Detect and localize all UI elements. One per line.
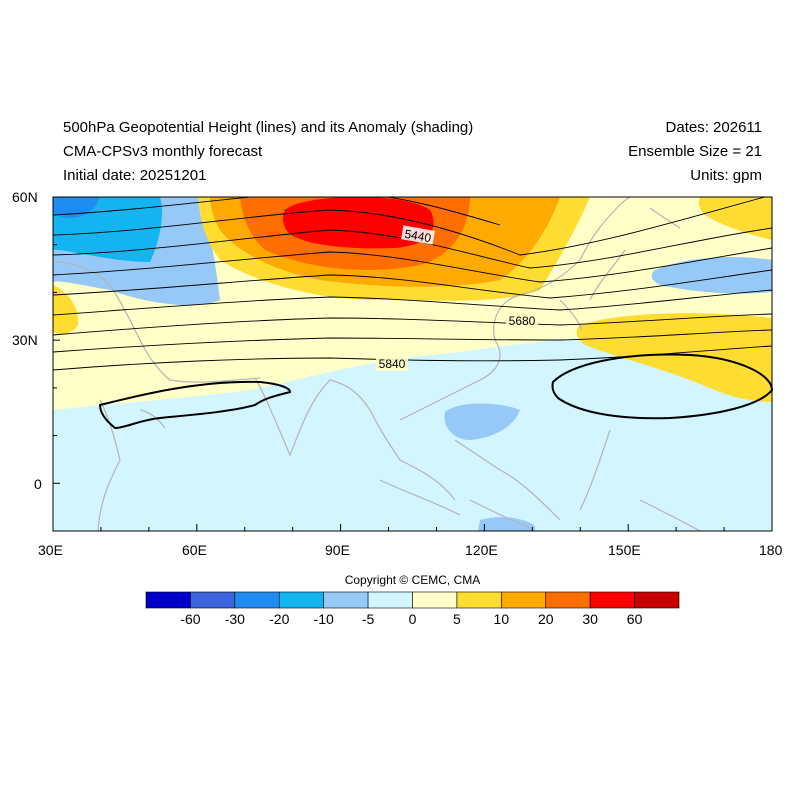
colorbar-swatch [501,591,547,609]
colorbar-label: -30 [224,611,245,627]
shading-layer [53,197,772,531]
colorbar-label: 5 [453,611,461,627]
colorbar-swatch [323,591,369,609]
lat-tick-30n: 30N [12,332,38,348]
colorbar-label: 10 [493,611,510,627]
lon-tick-60e: 60E [182,542,207,558]
units-label: Units: gpm [690,167,762,184]
map-frame [52,196,773,532]
tick-marks [52,196,773,532]
colorbar-swatch [367,591,413,609]
map-subtitle: CMA-CPSv3 monthly forecast [63,143,263,160]
ensemble-size: Ensemble Size = 21 [628,143,762,160]
colorbar [145,591,680,609]
contour-5880-east [551,353,774,420]
colorbar-swatch [545,591,591,609]
lat-tick-0: 0 [34,476,42,492]
copyright: Copyright © CEMC, CMA [344,573,481,587]
colorbar-label: -60 [180,611,201,627]
colorbar-swatch [190,591,236,609]
colorbar-label: 0 [408,611,417,627]
colorbar-label: 20 [537,611,554,627]
coastlines [53,197,701,531]
colorbar-swatch [589,591,635,609]
initial-date: Initial date: 20251201 [63,167,207,184]
lon-tick-120e: 120E [465,542,498,558]
colorbar-swatch [234,591,280,609]
lon-tick-150e: 150E [608,542,641,558]
colorbar-label: -5 [361,611,375,627]
colorbar-swatch [634,591,680,609]
contour-label-5440: 5440 [403,227,432,245]
colorbar-label: -20 [269,611,290,627]
colorbar-label: -10 [313,611,334,627]
contour-5880-west [98,380,292,430]
colorbar-swatch [145,591,191,609]
lat-tick-60n: 60N [12,189,38,205]
map-title: 500hPa Geopotential Height (lines) and i… [63,119,474,136]
lon-tick-30e: 30E [38,542,63,558]
colorbar-swatch [456,591,502,609]
contour-label-5840: 5840 [379,357,406,371]
lon-tick-90e: 90E [325,542,350,558]
lon-tick-180: 180 [759,542,783,558]
forecast-dates: Dates: 202611 [665,119,762,136]
colorbar-swatch [412,591,458,609]
colorbar-swatch [278,591,324,609]
colorbar-label: 60 [626,611,643,627]
contour-label-5680: 5680 [509,314,536,328]
colorbar-label: 30 [582,611,598,627]
